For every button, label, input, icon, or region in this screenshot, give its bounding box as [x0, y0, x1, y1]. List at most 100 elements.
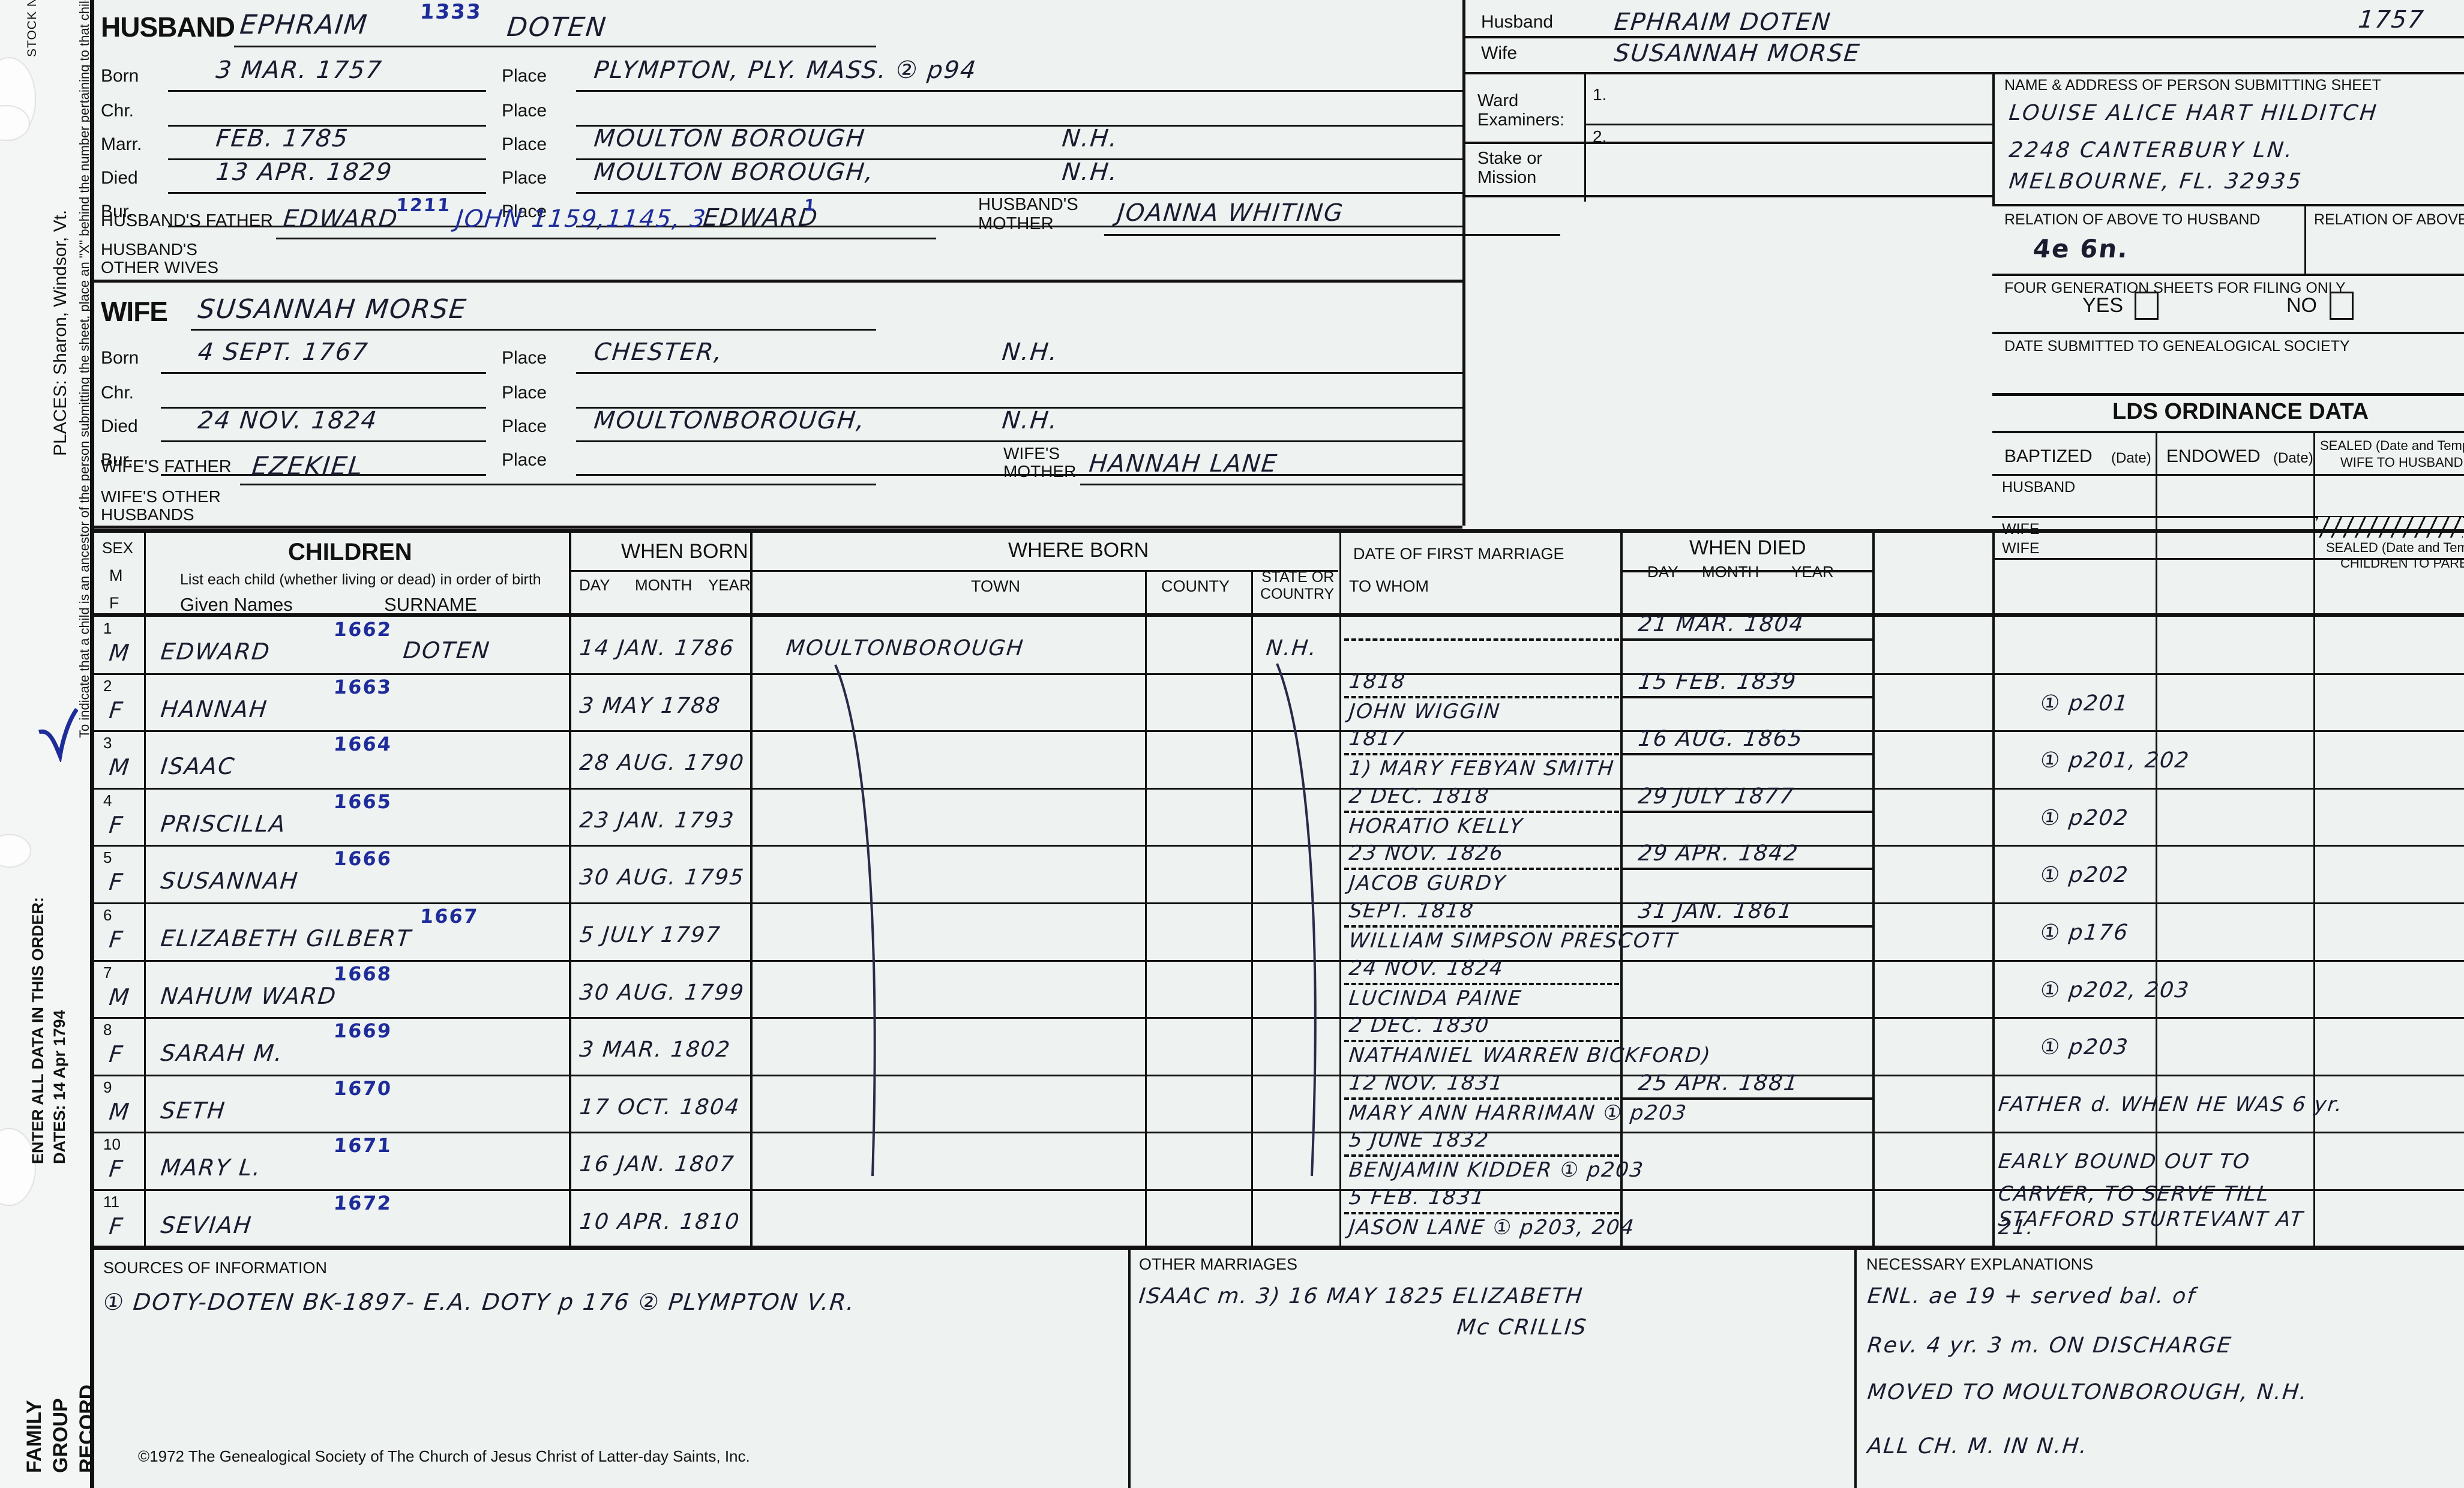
children-row-2-marriage-date: 1818 [1347, 669, 1407, 694]
submitter-line-2: 2248 CANTERBURY LN. [2007, 138, 2295, 163]
footer-divider-2 [1854, 1250, 1857, 1488]
footer-divider-1 [1128, 1250, 1131, 1488]
form-title-line2: GROUP [49, 1398, 72, 1473]
left-margin [0, 0, 90, 1488]
children-row-1-sex: M [107, 640, 132, 666]
wife-row-3-place-rule [576, 474, 1464, 476]
other-marriages-label: OTHER MARRIAGES [1139, 1255, 1298, 1273]
wife-father-value: EZEKIEL [250, 451, 365, 481]
wife-row-0-place-state: N.H. [1000, 338, 1060, 366]
children-row-9-to-whom: MARY ANN HARRIMAN ① p203 [1347, 1100, 1689, 1125]
husband-mother-rule [1104, 234, 1560, 236]
children-row-6-reference: 1667 [419, 905, 479, 928]
children-row-1-state: N.H. [1264, 636, 1319, 661]
panel-hw-divider [1462, 36, 2464, 38]
children-row-1-number: 1 [103, 619, 112, 637]
relation-husband-value: 4e 6n. [2031, 234, 2130, 263]
children-row-8-sex: F [107, 1041, 125, 1068]
children-row-11-when-born: 10 APR. 1810 [578, 1210, 742, 1234]
wife-mother-rule [1080, 484, 1464, 485]
children-row-1-town: MOULTONBOROUGH [784, 636, 1026, 661]
wife-mother-label-line2: MOTHER [1003, 462, 1077, 481]
header-town: TOWN [971, 577, 1020, 595]
children-row-3-marriage-date: 1817 [1347, 727, 1407, 751]
lds-column-1-sub: (Date) [2273, 450, 2313, 466]
husband-father-value: EDWARD [281, 205, 400, 233]
submitter-line-1: LOUISE ALICE HART HILDITCH [2007, 101, 2379, 125]
children-row-11-reference: 1672 [332, 1192, 393, 1214]
husband-father-tail-ref: 1 [803, 197, 817, 215]
children-row-3-number: 3 [103, 734, 112, 752]
stake-bottom-divider [1462, 195, 1992, 197]
children-row-8-number: 8 [103, 1021, 112, 1039]
other-marriages-line1: ISAAC m. 3) 16 MAY 1825 ELIZABETH [1137, 1284, 1585, 1309]
husband-given-name: EPHRAIM [238, 10, 370, 40]
husband-name-reference: 1333 [419, 0, 483, 24]
children-row-10-rule [94, 1189, 2464, 1191]
when-born-sub-divider [570, 570, 750, 572]
husband-other-wives-label-line2: OTHER WIVES [101, 258, 219, 277]
husband-row-3-place-label: Place [502, 168, 547, 188]
lds-row-husband-label: HUSBAND [2002, 479, 2076, 496]
children-row-9-when-born: 17 OCT. 1804 [578, 1094, 742, 1120]
children-row-4-when-died: 29 JULY 1877 [1636, 784, 1796, 809]
children-row-1-rule [94, 673, 2464, 675]
stake-label-line2: Mission [1477, 168, 1537, 187]
lds-column-0-main: BAPTIZED [2004, 446, 2093, 466]
husband-row-2-place-label: Place [502, 134, 547, 154]
children-row-10-when-born: 16 JAN. 1807 [578, 1152, 736, 1177]
children-row-5-sex: F [107, 869, 125, 896]
children-row-9-marriage-dash-rule [1344, 1097, 1619, 1100]
children-row-10-wife-note: EARLY BOUND OUT TO [1997, 1150, 2252, 1174]
husband-father-ref: 1211 [395, 195, 452, 216]
children-row-3-marriage-dash-rule [1344, 753, 1619, 756]
header-state-or: STATE OR [1261, 569, 1335, 586]
wife-row-3-rule [161, 474, 486, 476]
explanation-line-3: MOVED TO MOULTONBOROUGH, N.H. [1866, 1380, 2309, 1405]
children-row-5-given-name: SUSANNAH [159, 868, 300, 895]
children-row-11-marriage-dash-rule [1344, 1212, 1619, 1214]
children-row-11-marriage-date: 5 FEB. 1831 [1347, 1186, 1487, 1210]
children-row-9-reference: 1670 [332, 1076, 393, 1100]
husband-row-2-value: FEB. 1785 [214, 125, 350, 152]
ward-bottom-divider [1462, 142, 1992, 144]
header-to-whom: TO WHOM [1349, 577, 1429, 595]
husband-row-4-label: Bur. [101, 202, 133, 221]
submitter-label: NAME & ADDRESS OF PERSON SUBMITTING SHEE… [2004, 77, 2381, 94]
four-generation-no-checkbox[interactable] [2330, 292, 2354, 320]
children-row-7-given-name: NAHUM WARD [159, 982, 338, 1009]
husband-father-rule [276, 238, 936, 239]
examiner-2-label: 2. [1593, 127, 1607, 146]
children-row-6-died-rule [1621, 925, 1874, 928]
explanations-label: NECESSARY EXPLANATIONS [1866, 1255, 2094, 1273]
submitter-line-3: MELBOURNE, FL. 32935 [2007, 169, 2304, 194]
header-when-died: WHEN DIED [1689, 536, 1806, 559]
husband-father-label: HUSBAND'S FATHER [101, 211, 273, 230]
wife-row-1-place-label: Place [502, 383, 547, 403]
children-row-1-died-rule [1621, 638, 1874, 641]
children-row-6-to-whom: WILLIAM SIMPSON PRESCOTT [1347, 929, 1680, 953]
husband-row-0-label: Born [101, 66, 139, 86]
husband-row-1-label: Chr. [101, 101, 134, 121]
relation-husband-label: RELATION OF ABOVE TO HUSBAND [2004, 211, 2261, 228]
children-row-9-when-died: 25 APR. 1881 [1636, 1070, 1800, 1096]
wife-other-husbands-rule [94, 526, 1462, 529]
four-generation-yes-checkbox[interactable] [2135, 292, 2159, 320]
children-sealed-label-line2: CHILDREN TO PARENTS [2340, 556, 2464, 571]
children-row-2-wife-note: ① p201 [2039, 691, 2130, 716]
header-sex-label: SEX [102, 539, 134, 557]
children-row-4-when-born: 23 JAN. 1793 [578, 808, 736, 833]
children-row-4-wife-note: ① p202 [2039, 805, 2130, 830]
children-row-7-to-whom: LUCINDA PAINE [1347, 986, 1524, 1010]
children-row-9-marriage-date: 12 NOV. 1831 [1347, 1070, 1505, 1095]
children-row-8-rule [94, 1074, 2464, 1076]
husband-row-2-place-state: N.H. [1060, 125, 1120, 152]
children-row-4-rule [94, 845, 2464, 847]
header-children-subtitle: List each child (whether living or dead)… [180, 571, 541, 588]
wife-mother-value: HANNAH LANE [1087, 450, 1279, 478]
wife-father-rule [240, 484, 876, 485]
wife-note-extra-line2: 21. [1997, 1216, 2036, 1240]
children-row-9-number: 9 [103, 1078, 112, 1096]
husband-mother-value: JOANNA WHITING [1116, 199, 1345, 227]
header-county: COUNTY [1161, 577, 1230, 595]
